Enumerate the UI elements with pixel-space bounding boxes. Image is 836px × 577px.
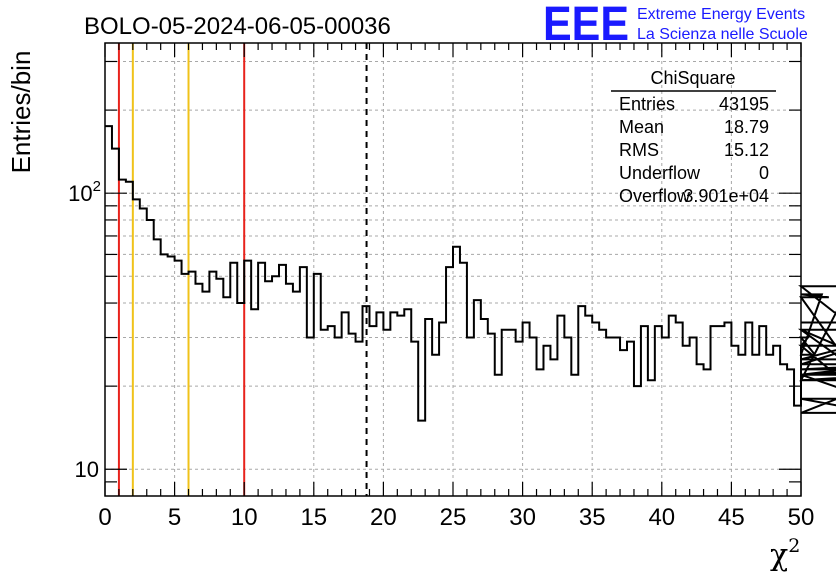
x-tick-label: 15 [300,504,327,531]
stats-value: 0 [759,163,769,183]
x-axis-label-sup: 2 [788,535,800,557]
stats-value: 3.901e+04 [683,186,769,206]
x-tick-label: 45 [718,504,745,531]
stats-label: Mean [619,117,664,137]
stats-label: Entries [619,94,675,114]
x-axis-label: χ2 [770,535,800,572]
x-axis-label-base: χ [770,538,788,572]
marker-lines [117,43,368,496]
x-tick-label: 5 [168,504,181,531]
stats-value: 15.12 [724,140,769,160]
stats-label: Overflow [619,186,691,206]
x-tick-label: 35 [579,504,606,531]
x-tick-label: 20 [370,504,397,531]
x-tick-label: 0 [98,504,111,531]
histogram-line [105,125,836,422]
y-axis-label: Entries/bin [6,51,36,174]
stats-rows: Entries 43195 Mean 18.79 RMS 15.12 Underflow 0 O… [619,94,769,206]
x-tick-label: 30 [509,504,536,531]
axis-ticks [104,43,802,496]
stats-title: ChiSquare [650,68,735,88]
grid [105,43,801,496]
x-tick-labels: 0 5 10 15 20 25 30 35 40 45 50 [98,504,814,531]
y-tick-labels: 10 102 [68,178,101,482]
x-tick-label: 40 [648,504,675,531]
eee-logo: EEE [543,0,629,51]
stats-label: Underflow [619,163,701,183]
y-tick-label: 10 [75,457,99,482]
x-tick-label: 25 [440,504,467,531]
y-tick-label: 102 [68,178,101,206]
stats-value: 18.79 [724,117,769,137]
x-tick-label: 50 [788,504,815,531]
logo-line-2: La Scienza nelle Scuole [637,26,808,43]
stats-value: 43195 [719,94,769,114]
chart-title: BOLO-05-2024-06-05-00036 [84,13,391,40]
x-tick-label: 10 [231,504,258,531]
logo-line-1: Extreme Energy Events [637,6,805,23]
stats-label: RMS [619,140,659,160]
stats-box: ChiSquare Entries 43195 Mean 18.79 RMS 15.12 U… [611,68,776,206]
